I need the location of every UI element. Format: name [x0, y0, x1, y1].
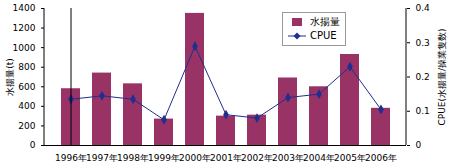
svg-text:0.3: 0.3	[416, 38, 430, 48]
svg-text:1998年: 1998年	[117, 153, 149, 163]
svg-text:400: 400	[18, 101, 35, 111]
svg-text:0.4: 0.4	[416, 3, 431, 13]
svg-text:1997年: 1997年	[86, 153, 118, 163]
svg-text:2001年: 2001年	[210, 153, 242, 163]
svg-text:水揚量(t): 水揚量(t)	[5, 58, 15, 96]
svg-text:800: 800	[18, 62, 35, 72]
svg-text:CPUE(水揚量/操業隻数): CPUE(水揚量/操業隻数)	[437, 28, 447, 125]
svg-text:2004年: 2004年	[303, 153, 335, 163]
svg-text:0: 0	[416, 140, 422, 150]
svg-text:2000年: 2000年	[179, 153, 211, 163]
svg-text:1000: 1000	[13, 43, 36, 53]
svg-text:200: 200	[18, 121, 35, 131]
svg-text:600: 600	[18, 82, 35, 92]
svg-text:1200: 1200	[13, 23, 36, 33]
html-text:水揚量: 水揚量	[310, 16, 340, 27]
svg-text:0: 0	[30, 140, 36, 150]
svg-text:2003年: 2003年	[272, 153, 304, 163]
html-text:CPUE: CPUE	[310, 30, 337, 41]
svg-text:1400: 1400	[13, 3, 36, 13]
svg-text:2005年: 2005年	[334, 153, 366, 163]
svg-text:0.1: 0.1	[416, 106, 430, 116]
svg-text:2002年: 2002年	[241, 153, 273, 163]
svg-text:2006年: 2006年	[365, 153, 397, 163]
svg-text:1999年: 1999年	[148, 153, 180, 163]
svg-text:0.2: 0.2	[416, 72, 430, 82]
svg-text:1996年: 1996年	[55, 153, 87, 163]
